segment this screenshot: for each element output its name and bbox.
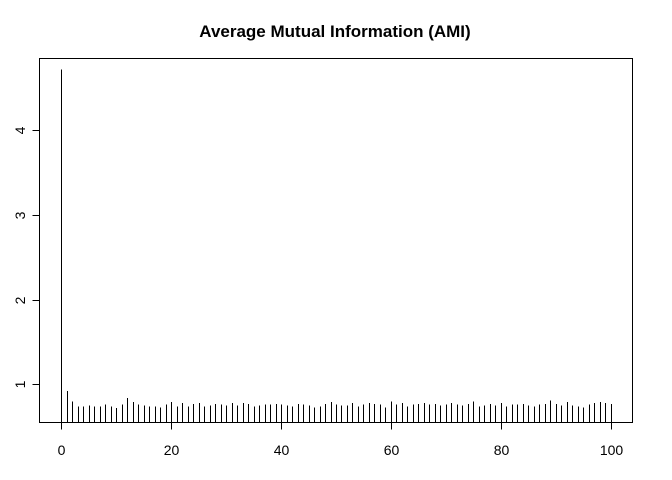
x-tick-label-20: 20 [164,442,180,458]
x-tick-label-0: 0 [58,442,66,458]
x-axis: 0 20 40 60 80 100 [58,422,624,458]
plot-frame [39,58,633,423]
y-axis: 1 2 3 4 [12,126,40,388]
bar-series [61,69,612,423]
y-tick-label-4: 4 [12,126,28,134]
chart-title: Average Mutual Information (AMI) [199,22,470,41]
y-tick-label-2: 2 [12,296,28,304]
y-tick-label-3: 3 [12,211,28,219]
x-tick-label-40: 40 [274,442,290,458]
x-tick-label-80: 80 [494,442,510,458]
x-tick-label-100: 100 [600,442,624,458]
y-tick-label-1: 1 [12,380,28,388]
x-tick-label-60: 60 [384,442,400,458]
